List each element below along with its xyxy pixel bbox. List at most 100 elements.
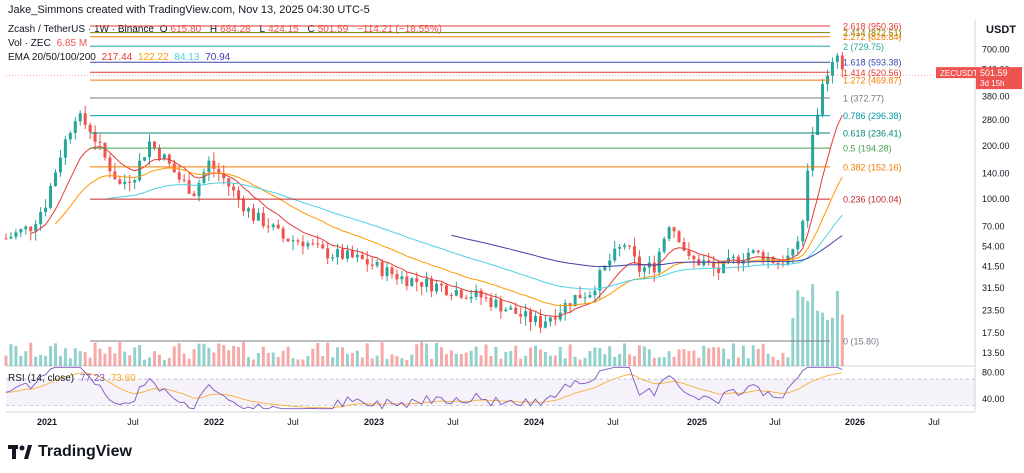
volume-bar (68, 358, 72, 366)
candle-body (543, 321, 547, 328)
volume-bar (390, 354, 394, 366)
y-tick-label: 280.00 (982, 115, 1010, 125)
volume-bar (360, 357, 364, 366)
y-tick-label: 200.00 (982, 141, 1010, 151)
volume-bar (702, 345, 706, 366)
creator-line: Jake_Simmons created with TradingView.co… (8, 4, 370, 16)
candle-body (167, 154, 171, 164)
volume-bar (519, 358, 523, 366)
symbol-title[interactable]: Zcash / TetherUS · 1W · Binance (8, 24, 154, 35)
volume-bar (444, 354, 448, 366)
fib-label: 2.618 (950.36) (843, 22, 902, 32)
x-tick-label: 2021 (37, 417, 57, 427)
candle-body (276, 224, 280, 229)
candle-body (746, 252, 750, 261)
volume-bar (514, 345, 518, 366)
candle-body (717, 267, 721, 273)
volume-bar (123, 351, 127, 366)
candle-body (370, 264, 374, 266)
rsi-tick-label: 40.00 (982, 394, 1005, 404)
fib-label: 2.272 (826.84) (843, 32, 902, 42)
volume-bar (217, 343, 221, 366)
volume-bar (722, 348, 726, 366)
candle-body (271, 224, 275, 228)
candle-body (256, 212, 260, 221)
candle-body (311, 243, 315, 245)
price-tag-symbol-box (936, 67, 976, 79)
y-tick-label: 31.50 (982, 283, 1005, 293)
volume-bar (682, 349, 686, 366)
candle-body (479, 290, 483, 298)
volume-bar (281, 350, 285, 366)
fib-label: 1.272 (469.87) (843, 76, 902, 86)
candle-body (222, 173, 226, 179)
rsi-line (5, 366, 843, 410)
volume-bar (128, 355, 132, 366)
volume-bar (529, 347, 533, 366)
candle-body (350, 250, 354, 258)
rsi-label: RSI (14, close) (8, 373, 75, 384)
candle-body (281, 228, 285, 239)
volume-bar (816, 310, 820, 366)
ema-legend[interactable]: EMA 20/50/100/200 217.44 122.22 84.13 70… (8, 52, 233, 63)
candle-body (73, 121, 77, 133)
volume-bar (687, 350, 691, 366)
candle-body (390, 267, 394, 275)
candle-body (400, 276, 404, 280)
candle-body (751, 250, 755, 253)
volume-legend[interactable]: Vol · ZEC 6.85 M (8, 38, 90, 49)
volume-bar (801, 296, 805, 366)
volume-bar (78, 351, 82, 366)
volume-bar (632, 356, 636, 366)
volume-bar (598, 348, 602, 366)
candle-body (415, 278, 419, 282)
candle-body (474, 290, 478, 297)
volume-bar (830, 317, 834, 366)
volume-bar (39, 354, 43, 366)
volume-bar (756, 348, 760, 366)
ema100-value: 84.13 (174, 52, 200, 63)
candle-body (707, 260, 711, 263)
candle-body (608, 260, 612, 266)
candle-body (420, 281, 424, 287)
candle-body (756, 250, 760, 253)
volume-bar (746, 358, 750, 366)
volume-bar (761, 343, 765, 366)
candle-body (766, 257, 770, 262)
volume-bar (157, 354, 161, 366)
candle-body (63, 139, 67, 158)
candle-body (598, 270, 602, 291)
candle-body (93, 132, 97, 142)
x-tick-label: Jul (447, 417, 459, 427)
volume-bar (380, 342, 384, 366)
volume-bar (44, 355, 48, 366)
currency-label[interactable]: USDT (986, 24, 1016, 36)
volume-bar (108, 346, 112, 366)
volume-bar (707, 348, 711, 366)
candle-body (454, 290, 458, 296)
volume-bar (538, 349, 542, 366)
volume-bar (222, 345, 226, 366)
candle-body (58, 157, 62, 173)
brand-logo[interactable]: TradingView (8, 443, 132, 461)
volume-bar (504, 351, 508, 366)
candle-body (301, 241, 305, 247)
volume-bar (93, 342, 97, 366)
volume-bar (192, 349, 196, 366)
rsi-legend[interactable]: RSI (14, close) 77.23 73.60 (8, 373, 139, 384)
rsi-ma-line (5, 372, 843, 409)
volume-bar (811, 284, 815, 366)
volume-bar (242, 342, 246, 366)
rsi-tick-label: 80.00 (982, 368, 1005, 378)
candle-body (618, 246, 622, 249)
volume-bar (355, 350, 359, 366)
volume-bar (63, 348, 67, 366)
volume-bar (751, 345, 755, 366)
volume-bar (736, 357, 740, 366)
candle-body (628, 245, 632, 247)
volume-bar (628, 354, 632, 366)
candle-body (667, 227, 671, 239)
volume-bar (464, 352, 468, 366)
volume-bar (548, 355, 552, 366)
